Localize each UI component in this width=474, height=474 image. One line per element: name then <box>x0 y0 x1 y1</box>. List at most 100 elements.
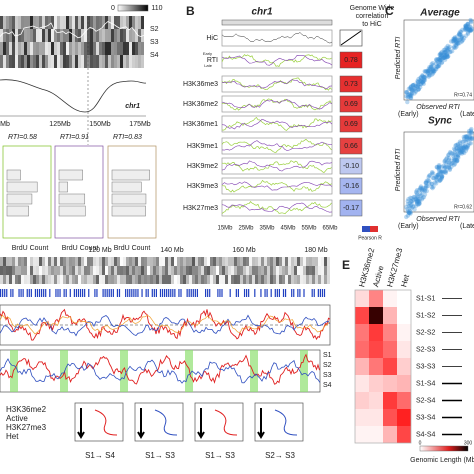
heat-cell <box>270 257 273 266</box>
heat-cell <box>264 257 267 266</box>
gene <box>235 289 237 297</box>
heat-cell <box>0 257 3 266</box>
point <box>452 158 457 163</box>
point <box>439 59 445 65</box>
heat-cell <box>72 55 75 68</box>
point <box>455 143 460 148</box>
gene <box>168 289 170 297</box>
point <box>451 151 456 157</box>
heat-cell <box>327 266 330 275</box>
heat-cell <box>75 42 78 55</box>
point <box>452 40 457 46</box>
heat-cell <box>231 257 234 266</box>
point <box>406 203 412 209</box>
point <box>407 210 412 216</box>
correlation-cell <box>339 177 363 195</box>
heat-cell <box>108 42 111 55</box>
point <box>468 130 473 136</box>
heat-cell <box>117 266 120 275</box>
heat-cell <box>270 275 273 284</box>
heat-cell <box>54 55 57 68</box>
frame <box>221 199 333 217</box>
track <box>221 99 333 110</box>
point <box>435 173 440 178</box>
heat-cell <box>51 29 54 42</box>
point <box>443 50 448 55</box>
heat-cell <box>12 266 15 275</box>
axis-note: (Early) <box>398 111 419 118</box>
heat-cell <box>81 257 84 266</box>
point <box>452 36 457 41</box>
heat-cell <box>150 266 153 275</box>
point <box>408 92 413 97</box>
heat-cell <box>129 275 132 284</box>
heat-cell <box>276 257 279 266</box>
point <box>465 27 470 32</box>
heat-cell <box>369 341 383 358</box>
heat-cell <box>126 257 129 266</box>
heat-cell <box>138 55 141 68</box>
point <box>420 79 426 84</box>
heat-cell <box>33 55 36 68</box>
point <box>446 158 452 163</box>
gene <box>96 289 98 297</box>
axis-title: Observed RTI <box>416 216 459 223</box>
gene <box>26 289 28 297</box>
point <box>429 184 434 190</box>
heat-cell <box>135 29 138 42</box>
gene <box>264 289 266 297</box>
heat-cell <box>186 275 189 284</box>
label: 110 <box>151 5 162 12</box>
point <box>469 130 474 136</box>
point <box>439 169 444 174</box>
point <box>434 174 440 180</box>
point <box>435 60 440 65</box>
heat-cell <box>60 55 63 68</box>
point <box>435 172 441 178</box>
heat-cell <box>18 257 21 266</box>
heat-cell <box>222 275 225 284</box>
gene <box>246 289 248 297</box>
point <box>431 69 437 74</box>
point <box>456 37 461 42</box>
heat-cell <box>75 266 78 275</box>
point <box>416 87 421 92</box>
heat-cell <box>102 42 105 55</box>
point <box>469 26 474 31</box>
legend-label: H3K27me3 <box>6 423 47 432</box>
heat-cell <box>132 42 135 55</box>
heat-cell <box>162 266 165 275</box>
point <box>406 86 412 92</box>
heat-cell <box>69 16 72 29</box>
heat-cell <box>189 257 192 266</box>
heat-cell <box>114 42 117 55</box>
heat-cell <box>126 266 129 275</box>
point <box>424 69 430 74</box>
point <box>442 49 448 55</box>
point <box>440 174 445 179</box>
heat-cell <box>282 266 285 275</box>
correlation-cell <box>339 157 363 175</box>
gene <box>20 289 22 297</box>
heat-cell <box>120 275 123 284</box>
gene <box>205 289 207 297</box>
point <box>464 145 469 150</box>
legend-label: Het <box>6 432 19 441</box>
heat-cell <box>174 257 177 266</box>
header: correlation <box>356 13 389 20</box>
point <box>465 23 470 29</box>
heat-cell <box>355 307 369 324</box>
point <box>417 188 422 193</box>
heat-cell <box>243 266 246 275</box>
heat-cell <box>264 266 267 275</box>
point <box>464 136 470 141</box>
heat-cell <box>306 266 309 275</box>
point <box>420 80 425 86</box>
frame <box>339 29 363 47</box>
gene <box>161 289 164 297</box>
point <box>411 197 416 202</box>
point <box>408 209 413 215</box>
heat-cell <box>60 257 63 266</box>
point <box>442 55 448 60</box>
heat-cell <box>288 266 291 275</box>
